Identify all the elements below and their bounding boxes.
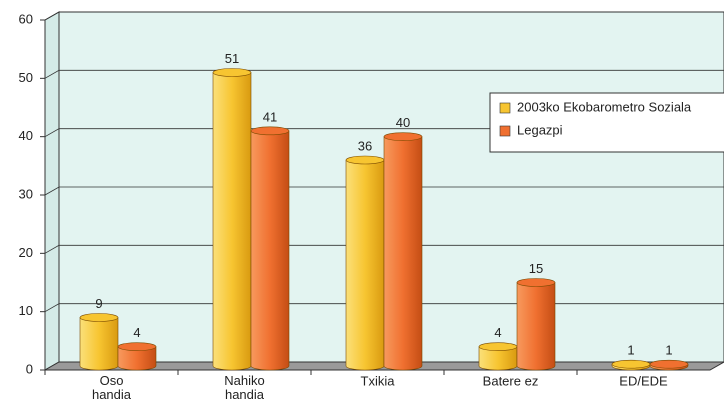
- bar-top: [516, 278, 556, 287]
- legend-swatch: [499, 125, 511, 137]
- bar: [516, 282, 556, 371]
- grid-line: [44, 11, 724, 21]
- y-tick-label: 20: [19, 245, 33, 260]
- legend-swatch: [499, 102, 511, 114]
- value-label: 15: [529, 261, 543, 276]
- bar: [79, 317, 119, 371]
- bar-top: [250, 126, 290, 136]
- value-label: 1: [627, 343, 634, 358]
- y-tick-label: 40: [19, 128, 33, 143]
- value-label: 40: [396, 115, 410, 130]
- y-tick-label: 30: [19, 186, 33, 201]
- bar-top: [212, 68, 252, 77]
- y-tick-label: 0: [26, 361, 33, 376]
- bar: [383, 136, 423, 371]
- value-label: 4: [133, 325, 140, 340]
- grid-line: [44, 244, 724, 254]
- bar-top: [478, 342, 518, 351]
- y-tick-label: 10: [19, 303, 33, 318]
- bar-top: [79, 313, 119, 322]
- legend-label: 2003ko Ekobarometro Soziala: [517, 99, 692, 114]
- x-tick-label: Oso handia: [92, 373, 132, 402]
- value-label: 9: [95, 296, 102, 311]
- bar-top: [117, 342, 157, 351]
- bar-top: [649, 359, 689, 369]
- bar-top: [345, 155, 385, 165]
- x-tick-label: Batere ez: [483, 373, 539, 388]
- bar: [250, 130, 290, 371]
- bar-top: [383, 132, 423, 141]
- value-label: 4: [494, 325, 501, 340]
- x-tick-label: ED/EDE: [619, 373, 668, 388]
- legend-box: [489, 92, 724, 153]
- value-label: 36: [358, 138, 372, 153]
- legend-label: Legazpi: [517, 122, 563, 137]
- value-label: 51: [225, 51, 239, 66]
- value-label: 41: [263, 109, 277, 124]
- y-tick-label: 60: [19, 11, 33, 26]
- bar: [478, 346, 518, 371]
- y-tick-label: 50: [19, 70, 33, 85]
- bar: [117, 346, 157, 371]
- x-tick-label: Nahiko handia: [224, 373, 265, 402]
- x-tick-label: Txikia: [361, 373, 396, 388]
- grid-line: [44, 303, 724, 313]
- bar: [212, 72, 252, 371]
- bar-top: [611, 359, 651, 369]
- value-label: 1: [665, 343, 672, 358]
- grid-line: [44, 186, 724, 196]
- bar: [345, 159, 385, 371]
- grid-line: [44, 69, 724, 79]
